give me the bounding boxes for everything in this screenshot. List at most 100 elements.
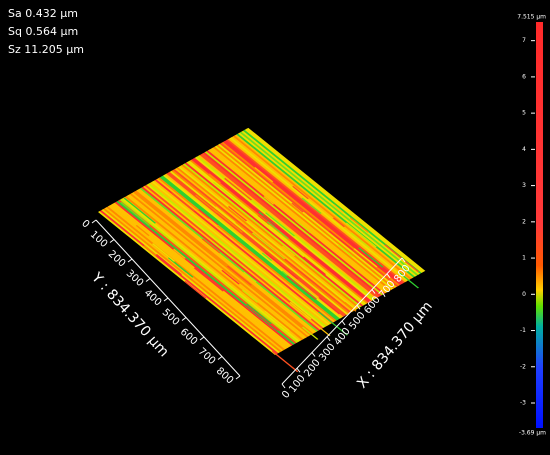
speck [171,192,195,212]
stripe [146,183,326,328]
speck [254,167,274,183]
stripe [188,160,367,305]
speck [208,173,221,184]
stripe [177,166,357,311]
stripe [164,173,344,318]
stripe [152,180,332,325]
speck [120,201,151,226]
stripe [121,197,301,342]
stripe [154,179,334,324]
speck [317,311,349,336]
x-tick [281,383,286,389]
stripe [141,186,321,331]
stripe [136,189,316,334]
stripe [102,208,282,353]
speck [246,304,279,331]
stripe [179,165,359,310]
stripe [197,154,377,300]
stripe [101,209,281,354]
speck [224,178,253,201]
stripe [147,182,327,328]
speck [226,265,252,286]
stripe [204,151,384,296]
colorbar-tick-label: 7 [522,37,526,44]
x-tick [311,352,316,357]
colorbar-tick-label: 1 [522,255,526,262]
stripe [159,176,339,321]
speck [151,243,176,262]
speck [398,272,420,289]
speck [198,209,219,226]
stripe [171,169,351,314]
speck [201,238,221,254]
stripe [239,131,419,276]
speck [281,245,296,257]
speck [261,272,274,283]
y-tick [163,297,169,302]
y-tick [127,258,133,263]
stripe [244,128,424,273]
x-tick [356,304,361,310]
stripe [122,196,302,342]
stripe [237,132,417,277]
speck [212,181,241,205]
x-tick [401,257,406,263]
y-tick [217,356,223,360]
speck [301,326,319,340]
y-tick [109,239,115,243]
speck [358,247,384,268]
stripe [232,135,412,280]
stripe [226,139,406,284]
speck [271,350,299,373]
speck [152,187,165,197]
stripe [149,181,329,327]
speck [328,230,354,251]
stripe [219,142,399,287]
x-tick [326,336,331,342]
speck [264,252,299,280]
stripe [166,172,346,317]
speck [266,221,289,240]
x-tick [341,320,346,326]
stripe [186,161,366,306]
y-axis-line [95,219,241,377]
stripe [242,129,422,274]
y-tick [145,278,151,282]
x-tick [371,289,376,294]
y-tick [181,317,187,321]
speck [286,275,317,300]
stripe [106,206,286,351]
speck [123,197,156,224]
colorbar-min: -3.69 μm [519,430,546,437]
colorbar-tick-label: -2 [520,363,526,370]
speck [302,256,327,275]
speck [251,232,286,260]
speck [207,218,218,227]
stripe [216,144,396,289]
stripe [144,184,324,329]
stripe [174,167,354,313]
speck [332,217,346,228]
speck [215,206,236,223]
speck [289,301,312,320]
speck [135,225,150,237]
stripe [114,201,294,346]
speck [345,222,377,248]
stripe [199,153,379,299]
colorbar-tick-label: 6 [522,73,526,80]
x-tick [386,273,391,279]
stripe [169,170,349,315]
stripe [162,174,342,319]
stripe [191,158,371,303]
stripe [209,148,389,293]
stripe [167,171,347,316]
stripe [132,191,312,336]
stripe [206,150,386,295]
speck [241,289,259,303]
speck [263,196,275,205]
speck [350,232,371,249]
colorbar-tick-label: 4 [522,146,526,153]
speck [294,220,312,233]
speck [337,244,354,258]
x-axis-line [281,257,403,385]
